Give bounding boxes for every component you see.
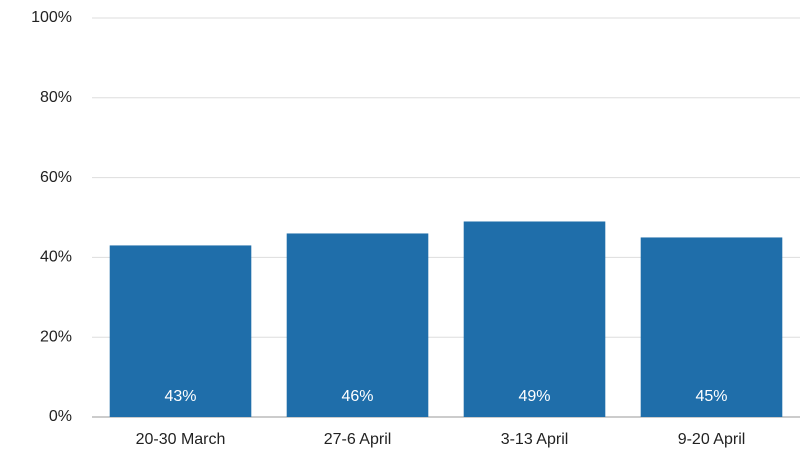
y-tick-label: 40% (40, 249, 72, 266)
x-tick-label: 9-20 April (678, 431, 746, 448)
y-tick-label: 0% (49, 408, 72, 425)
x-tick-label: 3-13 April (501, 431, 569, 448)
y-tick-label: 100% (31, 9, 72, 26)
value-label: 45% (695, 388, 727, 405)
bar (109, 245, 252, 417)
value-label: 49% (518, 388, 550, 405)
value-label: 43% (164, 388, 196, 405)
value-label: 46% (341, 388, 373, 405)
x-tick-label: 20-30 March (136, 431, 226, 448)
y-tick-label: 80% (40, 89, 72, 106)
y-tick-label: 60% (40, 169, 72, 186)
bar (286, 233, 429, 417)
x-tick-label: 27-6 April (324, 431, 392, 448)
bar (640, 237, 783, 417)
y-tick-label: 20% (40, 328, 72, 345)
bar (463, 221, 606, 417)
